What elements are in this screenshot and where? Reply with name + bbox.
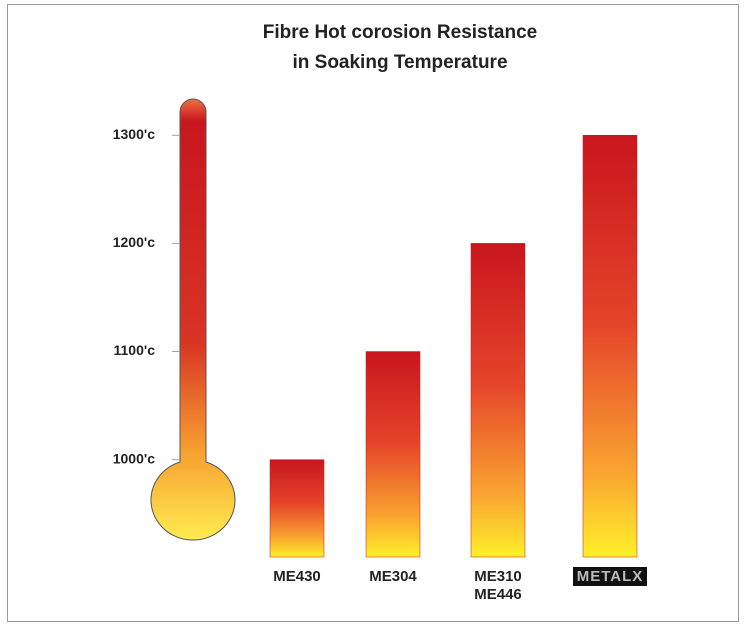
y-tick-label: 1000'c (113, 450, 155, 466)
x-tick-text: ME304 (369, 568, 417, 585)
x-tick-text: ME310 ME446 (474, 568, 522, 603)
chart-title: Fibre Hot corosion Resistance in Soaking… (150, 18, 650, 78)
y-tick-label: 1200'c (113, 234, 155, 250)
y-tick-label: 1100'c (114, 342, 156, 358)
x-tick-label: ME310 ME446 (438, 568, 558, 604)
bar (471, 243, 525, 557)
x-tick-label: METALX (550, 568, 670, 586)
thermometer (151, 99, 235, 540)
x-tick-text: METALX (573, 567, 648, 586)
chart: 1000'c 1100'c 1200'c 1300'c (0, 0, 745, 628)
x-tick-label: ME304 (333, 568, 453, 586)
bar (366, 352, 420, 557)
bar (583, 135, 637, 557)
page: 1000'c 1100'c 1200'c 1300'c Fibre Hot coros… (0, 0, 745, 628)
bar (270, 460, 324, 557)
x-tick-text: ME430 (273, 568, 321, 585)
y-tick-label: 1300'c (113, 126, 155, 142)
